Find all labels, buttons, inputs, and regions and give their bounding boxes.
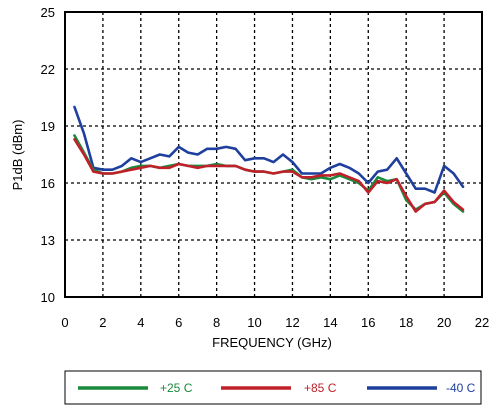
series-line-plus85c — [73, 138, 465, 213]
x-tick-label: 0 — [61, 315, 68, 330]
series-layer — [73, 105, 465, 213]
y-tick-label: 19 — [41, 119, 55, 134]
y-tick-label: 10 — [41, 290, 55, 305]
x-tick-label: 12 — [285, 315, 299, 330]
legend: +25 C +85 C -40 C — [78, 381, 476, 395]
y-tick-label: 13 — [41, 233, 55, 248]
legend-label: +85 C — [304, 381, 337, 395]
grid — [65, 12, 482, 297]
plot-frame — [64, 11, 483, 298]
y-tick-label: 25 — [41, 5, 55, 20]
x-tick-label: 16 — [361, 315, 375, 330]
y-tick-label: 16 — [41, 176, 55, 191]
x-tick-label: 4 — [137, 315, 144, 330]
x-tick-label: 6 — [175, 315, 182, 330]
x-tick-label: 2 — [99, 315, 106, 330]
y-tick-label: 22 — [41, 62, 55, 77]
y-axis-label: P1dB (dBm) — [10, 120, 25, 191]
x-tick-label: 20 — [437, 315, 451, 330]
series-line-minus40c — [73, 105, 465, 194]
y-tick-labels: 10 13 16 19 22 25 — [41, 5, 55, 305]
x-tick-label: 8 — [213, 315, 220, 330]
legend-label: +25 C — [160, 381, 193, 395]
x-tick-label: 10 — [247, 315, 261, 330]
x-tick-label: 22 — [475, 315, 489, 330]
x-tick-label: 14 — [323, 315, 337, 330]
x-tick-label: 18 — [399, 315, 413, 330]
x-axis-label: FREQUENCY (GHz) — [212, 335, 332, 350]
legend-label: -40 C — [446, 381, 476, 395]
x-tick-labels: 0 2 4 6 8 10 12 14 16 18 20 22 — [61, 315, 489, 330]
